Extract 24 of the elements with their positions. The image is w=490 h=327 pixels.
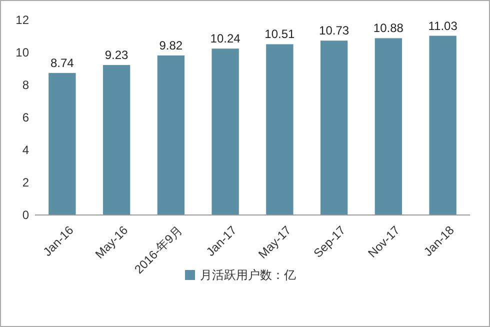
- y-tick-label: 2: [22, 176, 30, 190]
- data-label: 9.82: [159, 38, 183, 52]
- data-label: 11.03: [428, 18, 458, 33]
- y-tick-label: 6: [22, 110, 30, 125]
- bar: [102, 65, 130, 215]
- data-label: 9.23: [104, 48, 129, 62]
- y-tick-label: 8: [22, 78, 30, 92]
- bar: [157, 55, 185, 215]
- y-tick-label: 4: [22, 143, 30, 158]
- y-tick-label: 12: [16, 13, 30, 28]
- bar: [320, 40, 348, 215]
- data-label: 8.74: [50, 56, 74, 70]
- data-label: 10.73: [319, 24, 350, 38]
- bar: [374, 38, 402, 215]
- y-tick-label: 0: [22, 208, 30, 222]
- data-label: 10.88: [373, 21, 404, 36]
- bar: [212, 48, 239, 215]
- bar: [266, 44, 294, 215]
- bar: [429, 36, 456, 215]
- legend-label: 月活跃用户数：亿: [200, 268, 296, 282]
- data-label: 10.51: [264, 27, 296, 42]
- bar: [48, 72, 76, 215]
- data-label: 10.24: [210, 32, 241, 46]
- y-tick-label: 10: [16, 46, 30, 60]
